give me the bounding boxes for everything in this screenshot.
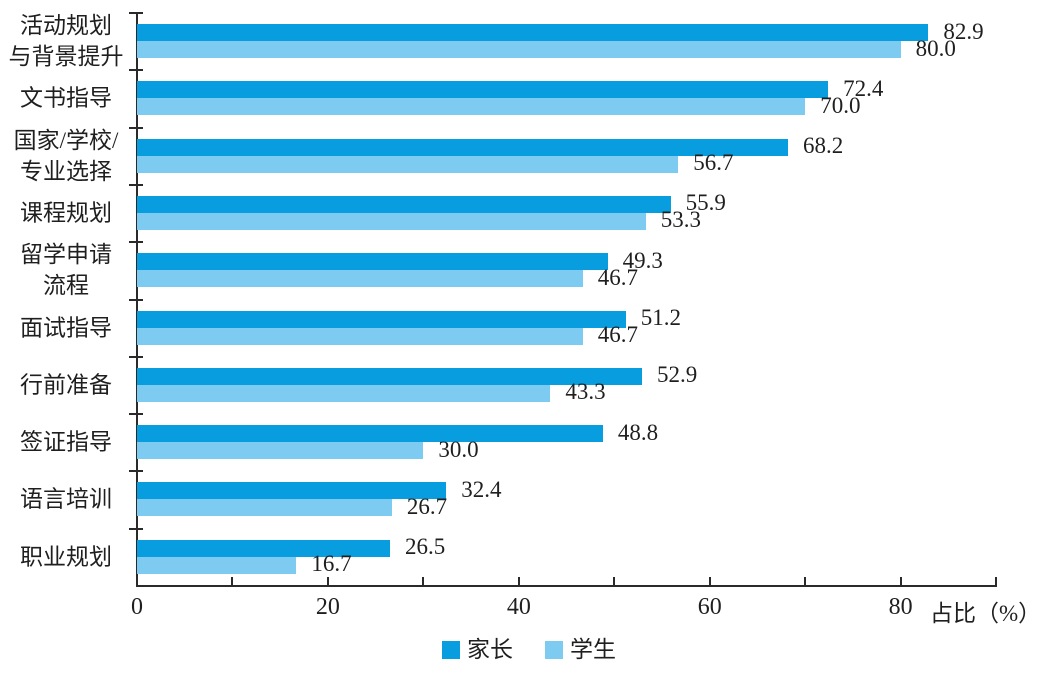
x-axis-tick: [804, 577, 807, 585]
legend-swatch-学生: [545, 641, 563, 659]
y-axis-tick: [129, 241, 143, 244]
value-label-学生-row3: 56.7: [693, 150, 734, 176]
value-label-家长-row2: 72.4: [843, 75, 884, 101]
x-axis-tick: [326, 577, 329, 585]
y-axis-tick: [129, 69, 143, 72]
bar-学生-row8: [137, 442, 424, 460]
bar-家长-row6: [137, 310, 626, 328]
y-axis-tick: [129, 413, 143, 416]
value-label-家长-row3: 68.2: [803, 133, 844, 159]
bar-家长-row3: [137, 138, 789, 156]
bar-学生-row2: [137, 98, 806, 116]
legend-item-家长: 家长: [442, 637, 513, 662]
bar-学生-row7: [137, 384, 551, 402]
x-axis-title: 占比（%）: [930, 601, 1042, 626]
legend: 家长 学生: [0, 637, 1058, 662]
x-axis-tick: [136, 577, 138, 585]
y-axis-tick: [129, 527, 143, 530]
category-label: 课程规划: [20, 200, 112, 226]
bar-学生-row6: [137, 327, 583, 345]
y-axis-tick: [129, 183, 143, 186]
x-tick-label: 40: [506, 594, 531, 620]
value-label-学生-row10: 16.7: [311, 551, 352, 577]
y-axis-tick: [129, 126, 143, 129]
y-axis-tick: [129, 355, 143, 358]
x-axis-tick: [422, 577, 425, 585]
legend-label-学生: 学生: [570, 637, 616, 662]
x-tick-label: 60: [697, 594, 722, 620]
category-label: 文书指导: [20, 85, 112, 111]
x-axis-tick: [613, 577, 616, 585]
y-axis-tick: [129, 470, 143, 473]
value-label-家长-row4: 55.9: [685, 190, 726, 216]
bar-学生-row10: [137, 556, 297, 574]
category-label: 签证指导: [20, 429, 112, 455]
value-label-家长-row9: 32.4: [461, 476, 502, 502]
value-label-学生-row9: 26.7: [406, 493, 448, 519]
category-label: 行前准备: [20, 372, 112, 398]
value-label-家长-row10: 26.5: [404, 534, 446, 560]
category-label: 国家/学校/ 专业选择: [13, 127, 119, 184]
legend-swatch-家长: [442, 641, 460, 659]
x-tick-label: 80: [888, 594, 913, 620]
category-label: 语言培训: [20, 486, 112, 512]
x-axis-tick: [231, 577, 234, 585]
value-label-学生-row1: 80.0: [915, 35, 956, 61]
bar-学生-row4: [137, 212, 646, 230]
bar-家长-row10: [137, 539, 390, 557]
x-axis-tick: [708, 577, 711, 585]
bar-学生-row1: [137, 41, 901, 58]
legend-label-家长: 家长: [467, 637, 513, 662]
x-tick-label: 0: [131, 594, 143, 620]
value-label-家长-row8: 48.8: [617, 419, 659, 445]
bar-家长-row1: [137, 24, 929, 41]
bar-家长-row8: [137, 425, 603, 443]
x-axis-line: [136, 585, 998, 587]
bar-家长-row7: [137, 367, 642, 385]
bar-学生-row3: [137, 155, 679, 173]
value-label-家长-row6: 51.2: [640, 304, 681, 330]
x-axis-tick: [517, 577, 520, 585]
value-label-家长-row5: 49.3: [622, 247, 663, 273]
category-label: 留学申请 流程: [20, 242, 112, 299]
bar-学生-row9: [137, 499, 392, 517]
bar-家长-row9: [137, 482, 447, 500]
value-label-学生-row5: 46.7: [597, 264, 639, 290]
y-axis-tick: [129, 12, 143, 14]
value-label-学生-row2: 70.0: [820, 92, 861, 118]
y-axis-tick: [129, 298, 143, 301]
bar-家长-row2: [137, 81, 829, 99]
value-label-家长-row1: 82.9: [943, 18, 984, 44]
bar-家长-row5: [137, 253, 608, 271]
x-axis-tick: [899, 577, 902, 585]
value-label-学生-row8: 30.0: [438, 436, 479, 462]
value-label-学生-row7: 43.3: [565, 379, 606, 405]
category-label: 面试指导: [20, 315, 112, 340]
bar-学生-row5: [137, 270, 583, 288]
bar-家长-row4: [137, 195, 671, 213]
category-label: 活动规划 与背景提升: [8, 13, 124, 69]
x-tick-label: 20: [315, 594, 340, 620]
x-axis-tick: [995, 577, 998, 585]
category-label: 职业规划: [20, 544, 112, 570]
value-label-家长-row7: 52.9: [656, 362, 698, 388]
legend-item-学生: 学生: [545, 637, 616, 662]
value-label-学生-row6: 46.7: [597, 321, 639, 347]
value-label-学生-row4: 53.3: [660, 207, 702, 233]
